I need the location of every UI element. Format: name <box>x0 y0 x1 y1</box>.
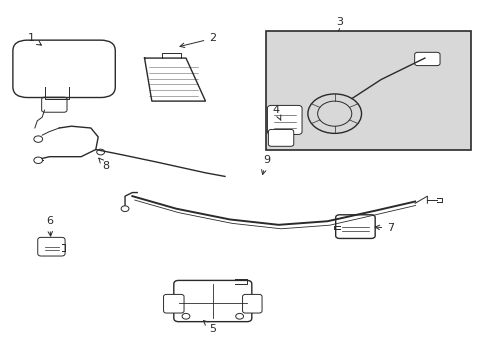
FancyBboxPatch shape <box>335 215 374 238</box>
Text: 1: 1 <box>28 33 41 45</box>
Text: 7: 7 <box>374 224 393 233</box>
Text: 2: 2 <box>180 33 216 48</box>
FancyBboxPatch shape <box>38 237 65 256</box>
Text: 5: 5 <box>203 321 216 334</box>
FancyBboxPatch shape <box>267 105 302 134</box>
Text: 4: 4 <box>272 105 280 121</box>
FancyBboxPatch shape <box>242 294 262 313</box>
Text: 6: 6 <box>46 216 53 236</box>
FancyBboxPatch shape <box>414 52 439 66</box>
Text: 3: 3 <box>335 17 343 27</box>
Text: 8: 8 <box>99 158 109 171</box>
Bar <box>266 31 470 149</box>
FancyBboxPatch shape <box>173 280 251 321</box>
FancyBboxPatch shape <box>268 130 293 146</box>
Text: 9: 9 <box>261 155 269 175</box>
FancyBboxPatch shape <box>163 294 183 313</box>
Polygon shape <box>144 58 205 101</box>
